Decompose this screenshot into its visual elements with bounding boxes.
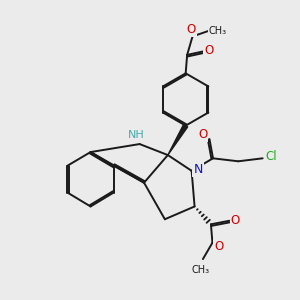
Text: NH: NH [128, 130, 144, 140]
Text: O: O [214, 240, 224, 253]
Text: CH₃: CH₃ [191, 266, 210, 275]
Text: N: N [194, 163, 203, 176]
Text: O: O [204, 44, 214, 57]
Polygon shape [168, 124, 188, 155]
Text: O: O [198, 128, 208, 141]
Text: CH₃: CH₃ [208, 26, 226, 36]
Text: O: O [231, 214, 240, 226]
Text: O: O [186, 23, 196, 36]
Text: Cl: Cl [266, 150, 278, 163]
